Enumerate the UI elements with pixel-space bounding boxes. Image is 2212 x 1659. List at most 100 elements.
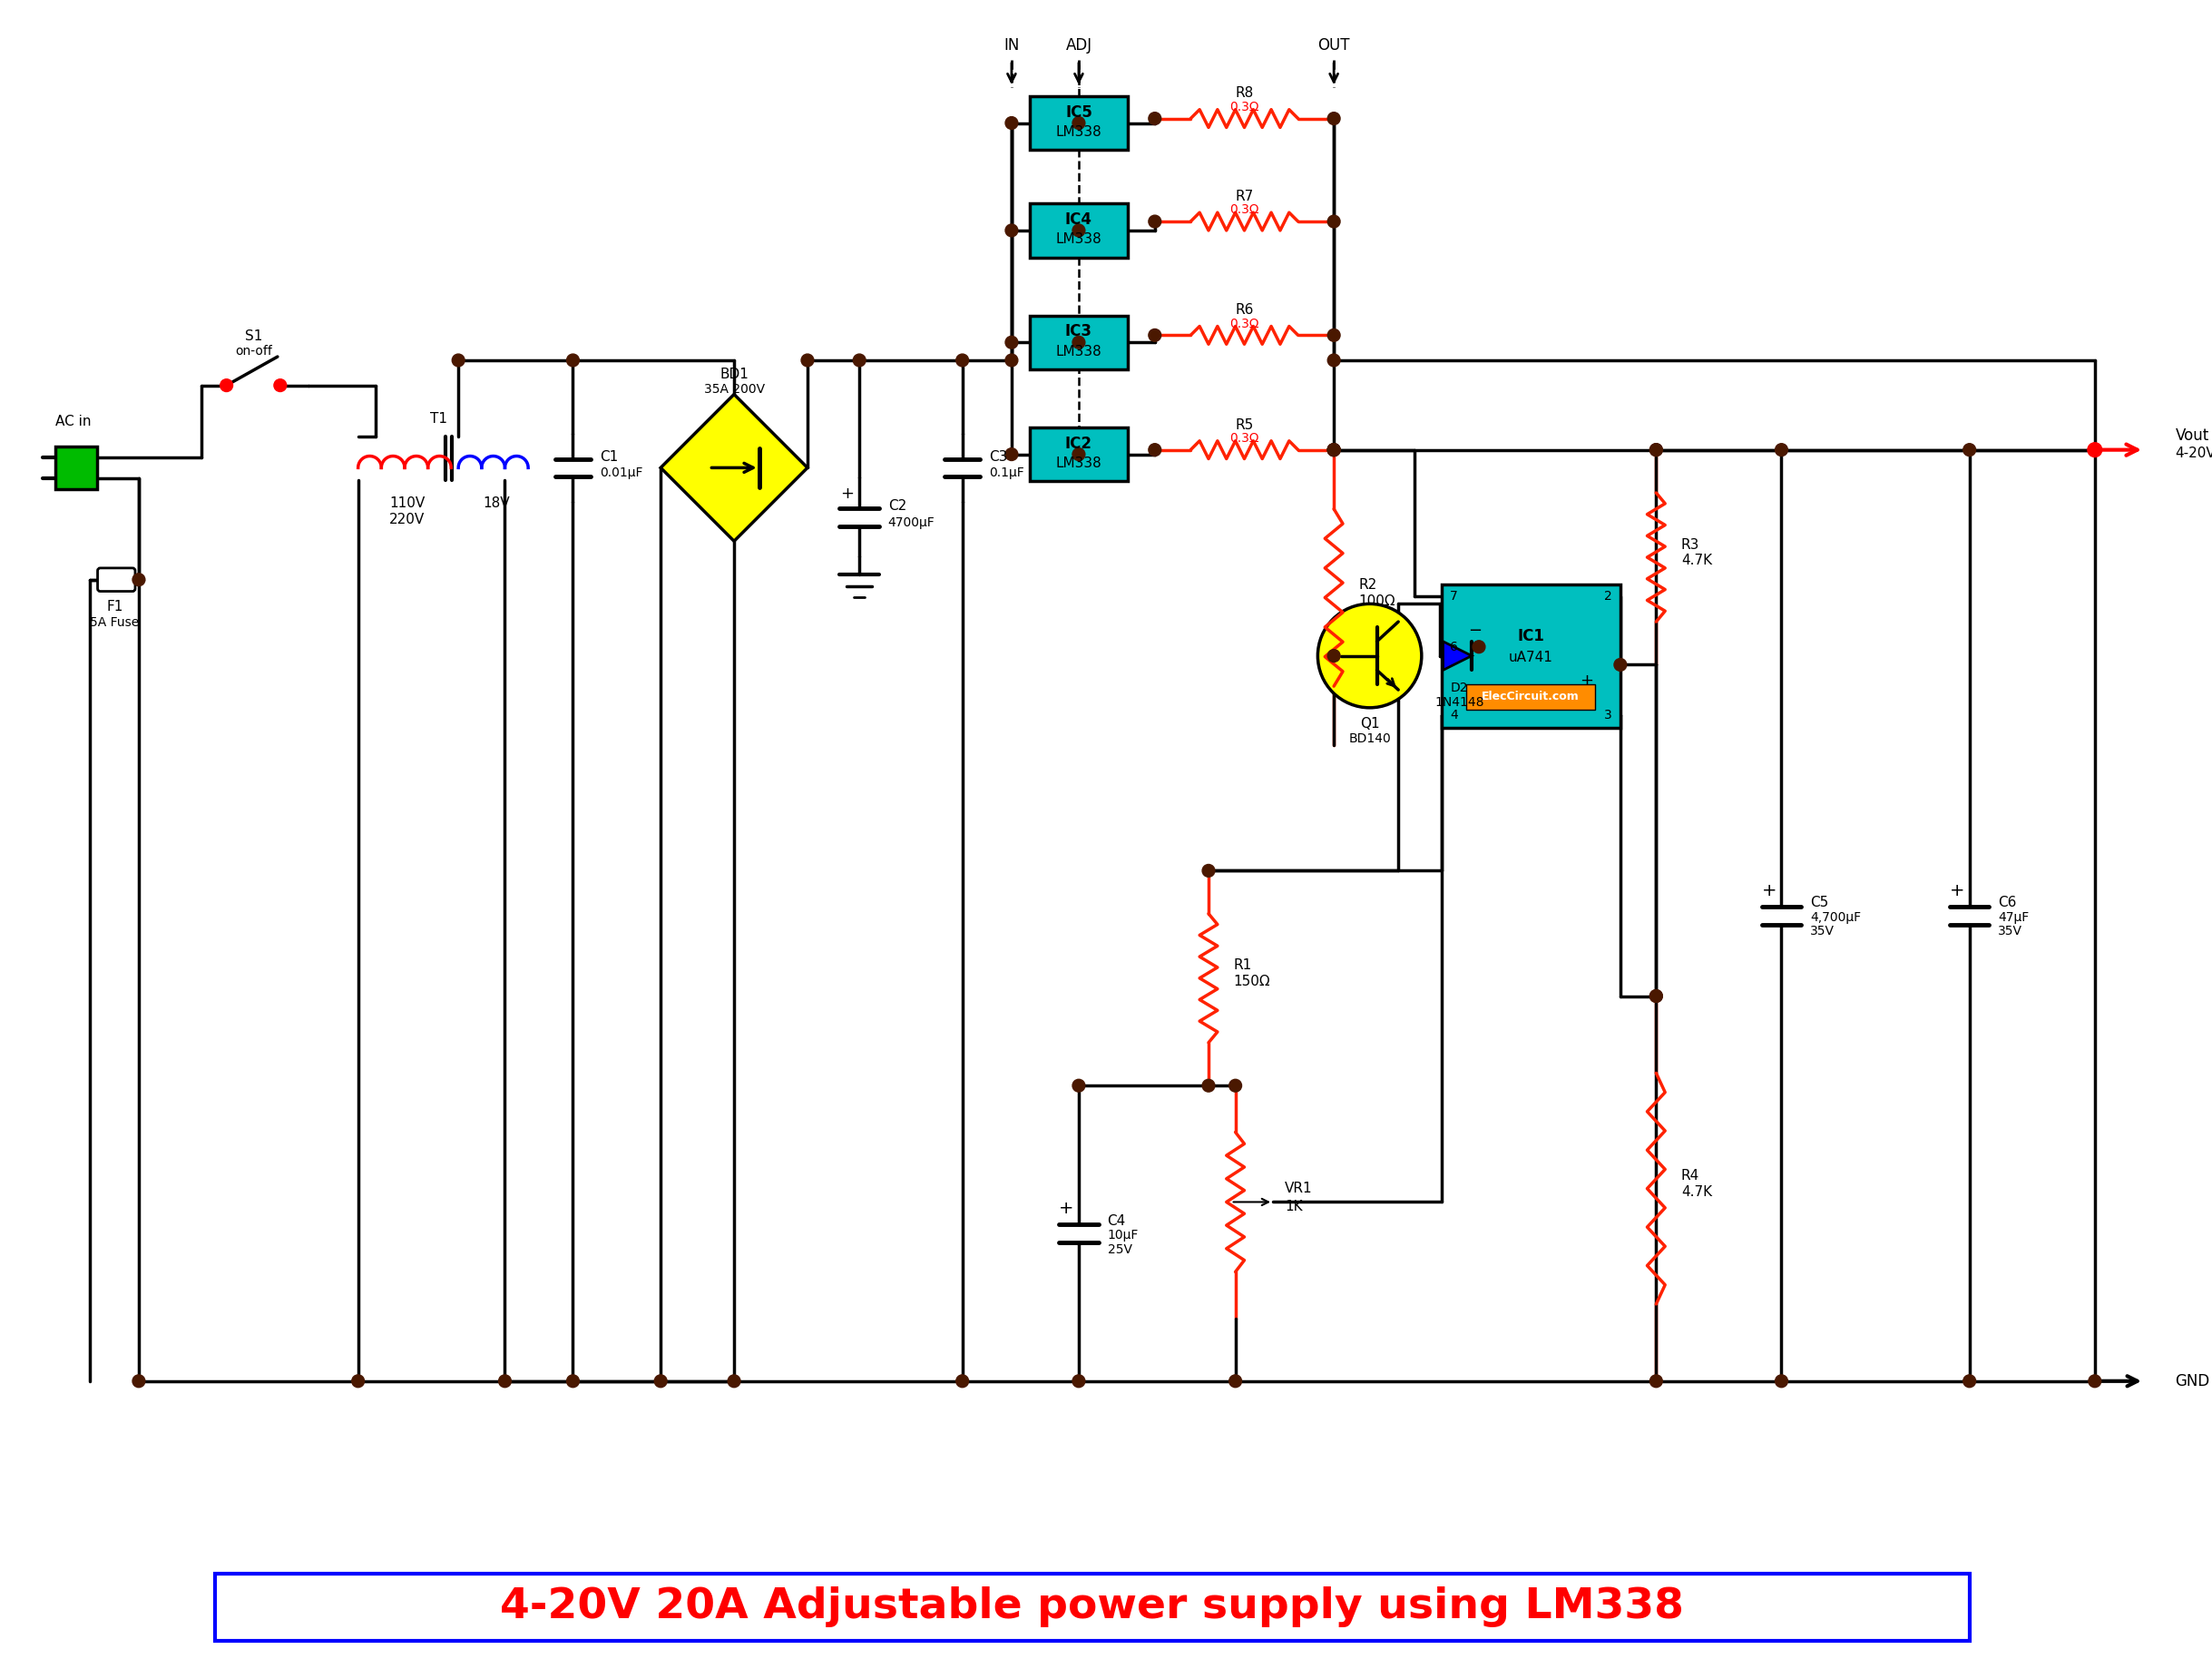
Text: −: − <box>1469 622 1482 639</box>
Text: 18V: 18V <box>484 496 511 511</box>
Text: 0.3Ω: 0.3Ω <box>1230 431 1259 445</box>
Text: LM338: LM338 <box>1055 124 1102 139</box>
Text: 4700μF: 4700μF <box>887 516 936 529</box>
Text: 1N4148: 1N4148 <box>1433 697 1484 708</box>
Text: ElecCircuit.com: ElecCircuit.com <box>1482 692 1579 703</box>
Circle shape <box>1650 443 1663 456</box>
Text: R8: R8 <box>1234 86 1254 100</box>
Circle shape <box>1148 443 1161 456</box>
FancyBboxPatch shape <box>1029 204 1128 257</box>
Text: 10μF: 10μF <box>1108 1229 1139 1241</box>
FancyBboxPatch shape <box>1029 96 1128 149</box>
Text: 7: 7 <box>1449 591 1458 602</box>
Circle shape <box>1073 448 1086 461</box>
Text: S1: S1 <box>246 328 263 343</box>
Text: 47μF: 47μF <box>1997 911 2028 924</box>
Circle shape <box>274 380 288 392</box>
Text: 4,700μF: 4,700μF <box>1809 911 1860 924</box>
Text: R5: R5 <box>1234 418 1254 431</box>
Circle shape <box>221 380 232 392</box>
Text: 35V: 35V <box>1809 926 1834 937</box>
Circle shape <box>1327 443 1340 456</box>
Text: AC in: AC in <box>55 415 91 428</box>
Text: +: + <box>1761 883 1776 899</box>
Text: +: + <box>1579 672 1593 688</box>
Circle shape <box>1203 1080 1214 1092</box>
Text: 4-20V 20A Adjustable power supply using LM338: 4-20V 20A Adjustable power supply using … <box>500 1586 1683 1627</box>
Circle shape <box>1327 216 1340 227</box>
Text: D2: D2 <box>1451 682 1469 695</box>
FancyBboxPatch shape <box>1467 685 1595 710</box>
Text: LM338: LM338 <box>1055 345 1102 358</box>
Text: 0.1μF: 0.1μF <box>989 466 1024 479</box>
Text: IC5: IC5 <box>1066 105 1093 121</box>
Circle shape <box>1650 443 1663 456</box>
Text: 6: 6 <box>1449 640 1458 654</box>
Circle shape <box>1148 113 1161 124</box>
Circle shape <box>1650 990 1663 1002</box>
Circle shape <box>133 574 146 586</box>
Text: IN: IN <box>1004 36 1020 53</box>
Text: 4-20V: 4-20V <box>2174 446 2212 460</box>
Text: LM338: LM338 <box>1055 456 1102 469</box>
Circle shape <box>1776 443 1787 456</box>
Circle shape <box>1964 1375 1975 1387</box>
Circle shape <box>1073 1080 1086 1092</box>
Circle shape <box>956 353 969 367</box>
Circle shape <box>1650 1375 1663 1387</box>
Polygon shape <box>661 395 807 541</box>
Circle shape <box>1318 604 1422 708</box>
Circle shape <box>1776 1375 1787 1387</box>
Text: BD140: BD140 <box>1349 733 1391 745</box>
FancyBboxPatch shape <box>1442 584 1621 727</box>
Text: 100Ω: 100Ω <box>1358 594 1396 607</box>
Text: C6: C6 <box>1997 896 2017 909</box>
Circle shape <box>1073 116 1086 129</box>
Circle shape <box>854 353 865 367</box>
Circle shape <box>956 1375 969 1387</box>
Circle shape <box>1327 113 1340 124</box>
FancyBboxPatch shape <box>1029 315 1128 370</box>
Circle shape <box>1230 1375 1241 1387</box>
Text: +: + <box>841 486 854 503</box>
Circle shape <box>352 1375 365 1387</box>
Circle shape <box>1650 990 1663 1002</box>
Circle shape <box>1073 337 1086 348</box>
Text: 0.3Ω: 0.3Ω <box>1230 317 1259 330</box>
Text: 0.3Ω: 0.3Ω <box>1230 204 1259 216</box>
Text: 35A 200V: 35A 200V <box>703 383 765 395</box>
Text: +: + <box>1949 883 1964 899</box>
Circle shape <box>133 1375 146 1387</box>
Circle shape <box>1327 353 1340 367</box>
Circle shape <box>566 1375 580 1387</box>
Text: R6: R6 <box>1234 304 1254 317</box>
Circle shape <box>1004 224 1018 237</box>
Circle shape <box>1073 1375 1086 1387</box>
Text: R7: R7 <box>1234 189 1254 202</box>
Circle shape <box>1327 443 1340 456</box>
Text: OUT: OUT <box>1318 36 1349 53</box>
Circle shape <box>1004 337 1018 348</box>
Text: 1K: 1K <box>1285 1199 1303 1213</box>
Circle shape <box>451 353 465 367</box>
Circle shape <box>1327 443 1340 456</box>
Text: 4.7K: 4.7K <box>1681 1185 1712 1199</box>
Text: BD1: BD1 <box>719 368 748 382</box>
Text: C1: C1 <box>599 450 617 465</box>
Circle shape <box>566 353 580 367</box>
Text: 0.3Ω: 0.3Ω <box>1230 101 1259 113</box>
Circle shape <box>1073 224 1086 237</box>
FancyBboxPatch shape <box>215 1574 1969 1641</box>
Text: 2: 2 <box>1604 591 1613 602</box>
FancyBboxPatch shape <box>97 567 135 591</box>
Text: GND: GND <box>2174 1374 2210 1389</box>
Circle shape <box>1148 328 1161 342</box>
Circle shape <box>1148 216 1161 227</box>
Circle shape <box>655 1375 668 1387</box>
Text: IC3: IC3 <box>1066 324 1093 340</box>
Circle shape <box>498 1375 511 1387</box>
Circle shape <box>1004 448 1018 461</box>
Text: Q1: Q1 <box>1360 717 1380 730</box>
Circle shape <box>728 1375 741 1387</box>
Text: R1: R1 <box>1234 959 1252 972</box>
